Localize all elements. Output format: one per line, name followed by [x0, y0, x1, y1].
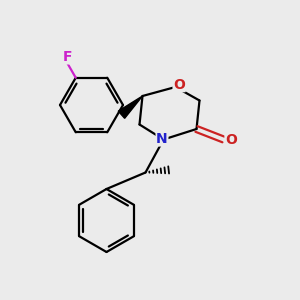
Text: O: O [173, 78, 185, 92]
Polygon shape [118, 96, 142, 118]
Text: O: O [225, 133, 237, 146]
Text: N: N [156, 132, 168, 146]
Text: F: F [63, 50, 72, 64]
